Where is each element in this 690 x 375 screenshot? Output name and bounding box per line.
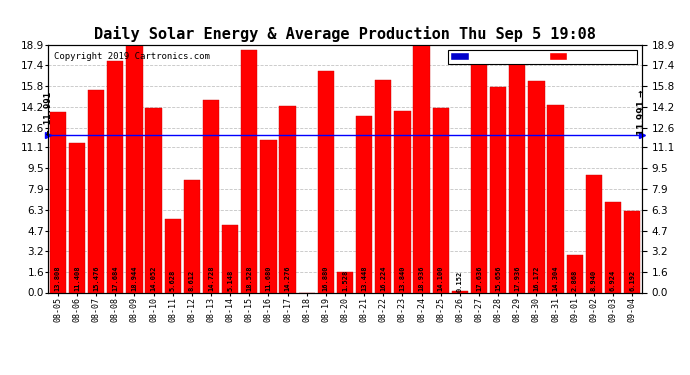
Text: 16.172: 16.172 bbox=[533, 265, 540, 291]
Text: 5.628: 5.628 bbox=[170, 269, 176, 291]
Bar bbox=[490, 87, 506, 292]
Text: 14.052: 14.052 bbox=[150, 265, 157, 291]
Text: 8.612: 8.612 bbox=[189, 269, 195, 291]
Text: 14.728: 14.728 bbox=[208, 265, 214, 291]
Bar bbox=[69, 143, 85, 292]
Bar bbox=[529, 81, 544, 292]
Text: 13.808: 13.808 bbox=[55, 265, 61, 291]
Bar bbox=[337, 273, 353, 292]
Bar bbox=[317, 72, 334, 292]
Text: 13.840: 13.840 bbox=[400, 265, 406, 291]
Text: 11.991 →: 11.991 → bbox=[637, 90, 647, 135]
Bar bbox=[126, 44, 143, 292]
Title: Daily Solar Energy & Average Production Thu Sep 5 19:08: Daily Solar Energy & Average Production … bbox=[94, 27, 596, 42]
Text: 11.680: 11.680 bbox=[266, 265, 271, 291]
Bar bbox=[279, 105, 296, 292]
Bar bbox=[50, 112, 66, 292]
Text: 17.636: 17.636 bbox=[476, 265, 482, 291]
Text: 14.304: 14.304 bbox=[553, 265, 559, 291]
Text: 0.152: 0.152 bbox=[457, 271, 463, 292]
Text: 18.936: 18.936 bbox=[419, 265, 424, 291]
Text: 13.448: 13.448 bbox=[361, 265, 367, 291]
Bar bbox=[605, 202, 621, 292]
Text: 16.880: 16.880 bbox=[323, 265, 329, 291]
Bar bbox=[107, 61, 124, 292]
Bar bbox=[471, 62, 487, 292]
Bar bbox=[433, 108, 449, 292]
Bar bbox=[356, 116, 373, 292]
Text: Copyright 2019 Cartronics.com: Copyright 2019 Cartronics.com bbox=[55, 53, 210, 62]
Text: 18.528: 18.528 bbox=[246, 265, 253, 291]
Bar bbox=[452, 291, 468, 292]
Bar bbox=[165, 219, 181, 292]
Bar bbox=[624, 211, 640, 292]
Text: 14.276: 14.276 bbox=[284, 265, 290, 291]
Bar bbox=[586, 176, 602, 292]
Bar bbox=[184, 180, 200, 292]
Bar bbox=[547, 105, 564, 292]
Text: 16.224: 16.224 bbox=[380, 265, 386, 291]
Text: 5.148: 5.148 bbox=[227, 269, 233, 291]
Bar bbox=[241, 50, 257, 292]
Text: 6.924: 6.924 bbox=[610, 269, 616, 291]
Text: 18.944: 18.944 bbox=[131, 265, 137, 291]
Bar bbox=[203, 100, 219, 292]
Text: ← 11.991: ← 11.991 bbox=[43, 93, 53, 135]
Text: 14.100: 14.100 bbox=[437, 265, 444, 291]
Text: 17.684: 17.684 bbox=[112, 265, 118, 291]
Bar bbox=[260, 140, 277, 292]
Text: 17.936: 17.936 bbox=[514, 265, 520, 291]
Text: 15.476: 15.476 bbox=[93, 265, 99, 291]
Bar bbox=[566, 255, 583, 292]
Legend: Average  (kWh), Daily  (kWh): Average (kWh), Daily (kWh) bbox=[448, 50, 637, 64]
Bar bbox=[375, 80, 391, 292]
Bar bbox=[146, 108, 161, 292]
Text: 11.408: 11.408 bbox=[74, 265, 80, 291]
Bar bbox=[88, 90, 104, 292]
Bar bbox=[509, 58, 525, 292]
Text: 8.940: 8.940 bbox=[591, 269, 597, 291]
Text: 1.528: 1.528 bbox=[342, 269, 348, 291]
Text: 6.192: 6.192 bbox=[629, 269, 635, 291]
Bar bbox=[413, 45, 430, 292]
Bar bbox=[394, 111, 411, 292]
Text: 15.656: 15.656 bbox=[495, 265, 501, 291]
Text: 2.868: 2.868 bbox=[572, 269, 578, 291]
Bar bbox=[222, 225, 238, 292]
